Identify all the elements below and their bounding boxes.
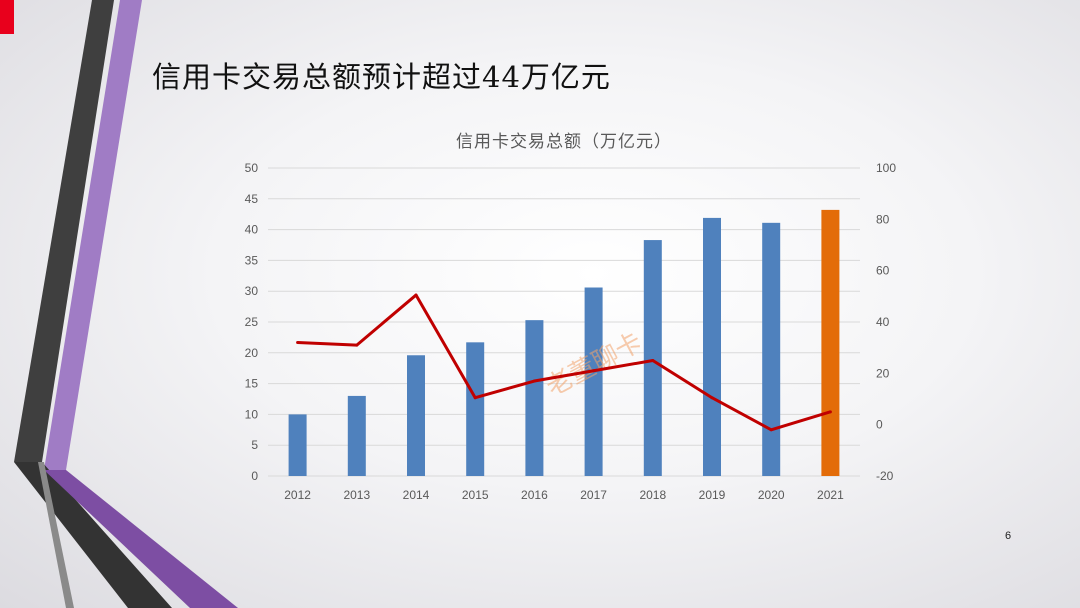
x-axis-tick: 2019: [699, 488, 726, 502]
left-axis-tick: 35: [245, 253, 259, 267]
left-axis-tick: 45: [245, 192, 259, 206]
left-axis-tick: 15: [245, 377, 259, 391]
left-axis-tick: 40: [245, 223, 259, 237]
line-series: [297, 293, 831, 432]
purple-stripe: [44, 0, 142, 470]
bar: [703, 217, 721, 476]
line-point: [592, 369, 596, 373]
page-number: 6: [1004, 530, 1012, 542]
right-axis-tick: -20: [876, 469, 894, 483]
x-axis-tick: 2014: [403, 488, 430, 502]
grey-accent-stripe: [38, 462, 74, 608]
slide-title: 信用卡交易总额预计超过44万亿元: [152, 60, 611, 94]
bar: [821, 209, 840, 476]
bar: [288, 414, 307, 476]
bar: [525, 320, 544, 476]
right-axis-tick: 60: [876, 264, 890, 278]
x-axis-tick: 2013: [343, 488, 370, 502]
x-axis-tick: 2016: [521, 488, 548, 502]
x-axis-tick: 2021: [817, 488, 844, 502]
bar: [466, 342, 485, 476]
line-point: [414, 293, 418, 297]
dark-lower-stripe: [14, 462, 172, 608]
dark-stripe: [14, 0, 114, 462]
chart-title: 信用卡交易总额（万亿元）: [456, 132, 672, 152]
right-axis-tick: 80: [876, 212, 890, 226]
left-axis-tick: 10: [245, 407, 259, 421]
right-axis-tick: 0: [876, 418, 883, 432]
line-point: [828, 410, 832, 414]
right-axis-tick: 40: [876, 315, 890, 329]
left-axis-tick: 5: [251, 438, 258, 452]
line-point: [296, 341, 300, 345]
left-axis-tick: 50: [245, 161, 259, 175]
x-axis-tick: 2018: [639, 488, 666, 502]
left-axis-tick: 30: [245, 284, 259, 298]
line-point: [769, 428, 773, 432]
left-axis-tick: 20: [245, 346, 259, 360]
left-axis-tick: 0: [251, 469, 258, 483]
line-point: [651, 359, 655, 362]
x-axis-tick: 2015: [462, 488, 489, 502]
red-corner-tab: [0, 0, 14, 34]
bar: [584, 287, 603, 476]
line-point: [532, 379, 536, 383]
right-axis-tick: 20: [876, 366, 890, 380]
bar: [347, 395, 366, 476]
right-axis-tick: 100: [876, 161, 896, 175]
purple-lower-stripe: [44, 470, 238, 608]
left-axis-tick: 25: [245, 315, 259, 329]
bar: [762, 222, 781, 476]
line-point: [710, 396, 714, 400]
line-point: [473, 396, 477, 400]
bar: [407, 355, 425, 476]
x-axis-tick: 2020: [758, 488, 785, 502]
bar: [643, 240, 662, 476]
line-point: [355, 343, 359, 347]
x-axis-tick: 2017: [580, 488, 607, 502]
x-axis-tick: 2012: [284, 488, 311, 502]
